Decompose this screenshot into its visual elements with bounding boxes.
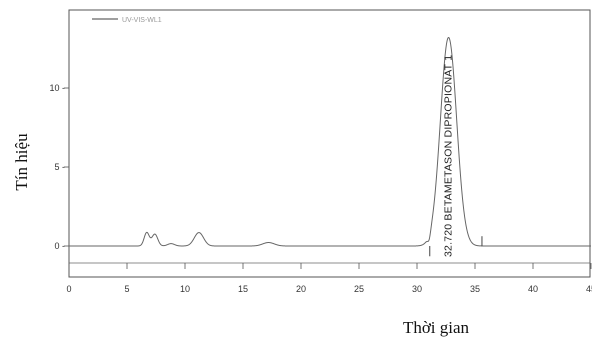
plot-area: 0 5 10 15 20 25 30 35 40 45 0 - 5 - 10 - UV-VIS-WL1 32… — [49, 9, 592, 294]
y-tick-label: 0 - — [54, 241, 65, 251]
plot-frame — [68, 9, 591, 278]
x-tick-label: 35 — [470, 284, 480, 294]
x-tick-label: 0 — [66, 284, 71, 294]
y-axis-title: Tín hiệu — [12, 133, 31, 191]
x-tick-label: 25 — [354, 284, 364, 294]
series-line — [68, 36, 592, 247]
x-tick-label: 40 — [528, 284, 538, 294]
x-tick-label: 30 — [412, 284, 422, 294]
x-tick-label: 45 — [586, 284, 592, 294]
x-tick-label: 15 — [238, 284, 248, 294]
x-tick-label: 20 — [296, 284, 306, 294]
y-tick-label: 10 - — [49, 83, 65, 93]
y-tick-label: 5 - — [54, 162, 65, 172]
x-tick-label: 5 — [124, 284, 129, 294]
x-axis-title: Thời gian — [403, 318, 470, 337]
legend-label: UV-VIS-WL1 — [122, 17, 162, 24]
x-tick-label: 10 — [180, 284, 190, 294]
peak-annotation-label: 32.720 BETAMETASON DIPROPIONAT 1 — [443, 55, 455, 257]
